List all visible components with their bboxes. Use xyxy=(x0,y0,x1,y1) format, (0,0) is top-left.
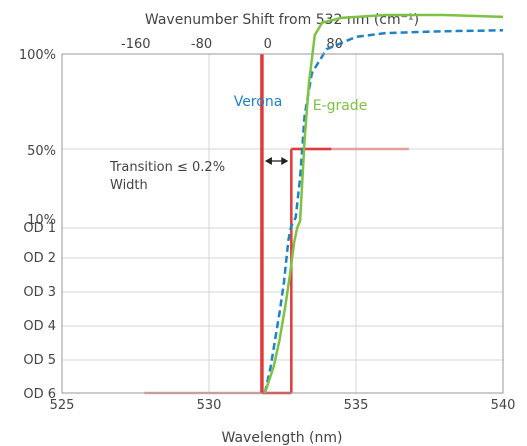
annotation-line-1: Transition ≤ 0.2% xyxy=(109,160,225,175)
y-tick-label: 10% xyxy=(27,213,56,228)
series-layer xyxy=(263,13,504,394)
x-tick-label: 530 xyxy=(197,398,222,413)
series-line-e-grade xyxy=(263,13,504,394)
annotation-line-2: Width xyxy=(110,178,148,193)
plot-frame xyxy=(61,53,504,394)
x-axis-title: Wavelength (nm) xyxy=(222,430,343,446)
transition-annotation: Transition ≤ 0.2% Width xyxy=(109,157,289,193)
series-label-egrade: E-grade xyxy=(313,98,368,114)
top-tick-label: -80 xyxy=(191,37,212,52)
y-tick-label: 100% xyxy=(19,48,56,63)
y-tick-label: OD 6 xyxy=(23,387,56,402)
top-axis-title: Wavenumber Shift from 532 nm (cm⁻¹) xyxy=(145,12,419,28)
y-tick-label: OD 1 xyxy=(23,221,56,236)
y-tick-label: 50% xyxy=(27,144,56,159)
y-tick-label: OD 2 xyxy=(23,251,56,266)
arrow-head-left xyxy=(264,157,272,165)
x-tick-label: 540 xyxy=(491,398,516,413)
y-tick-label: OD 5 xyxy=(23,353,56,368)
series-line-verona xyxy=(263,29,504,394)
x-tick-label: 525 xyxy=(50,398,75,413)
top-tick-label: 0 xyxy=(264,37,272,52)
y-tick-label: OD 3 xyxy=(23,285,56,300)
top-tick-label: -160 xyxy=(121,37,151,52)
y-tick-label: OD 4 xyxy=(23,319,56,334)
arrow-head-right xyxy=(281,157,289,165)
grid-layer xyxy=(62,54,503,393)
series-label-verona: Verona xyxy=(234,94,283,110)
x-tick-label: 535 xyxy=(344,398,369,413)
